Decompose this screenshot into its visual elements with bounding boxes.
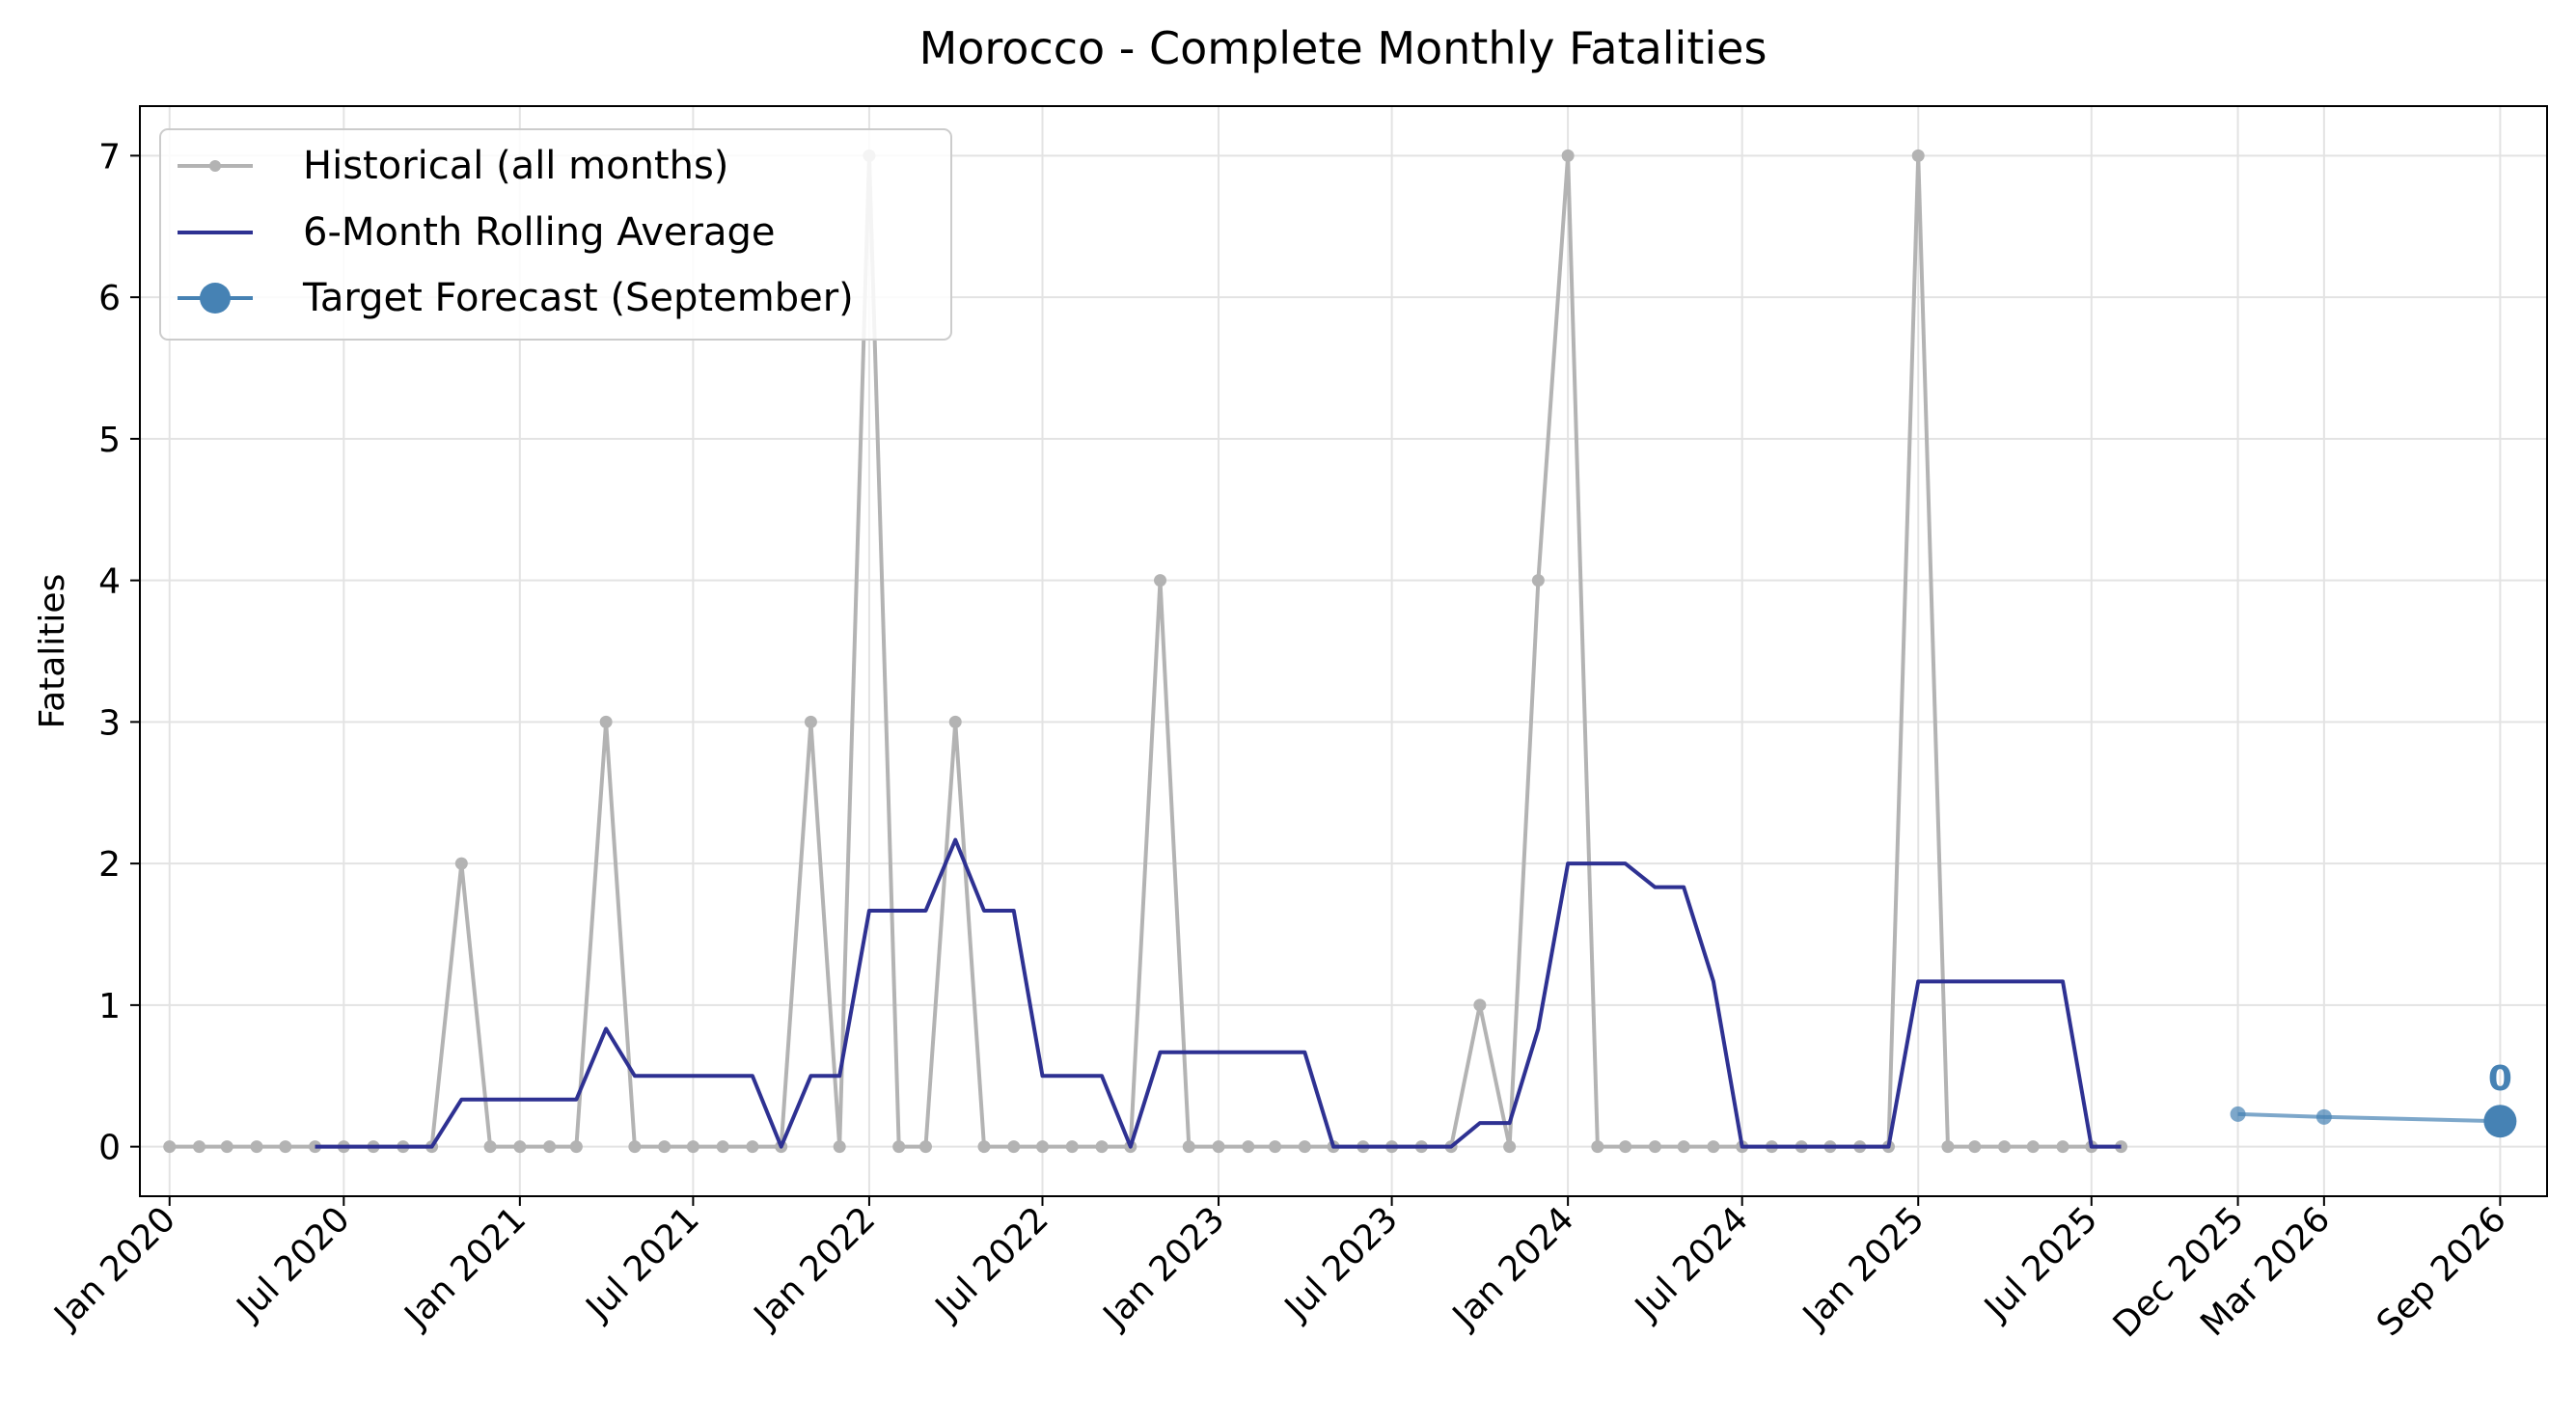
historical-point [454, 857, 468, 870]
historical-point [716, 1140, 729, 1154]
historical-point [569, 1140, 583, 1154]
historical-point [1095, 1140, 1109, 1154]
historical-point [220, 1140, 233, 1154]
y-tick-label: 3 [98, 703, 121, 743]
historical-point [1619, 1140, 1632, 1154]
y-tick-label: 5 [98, 421, 121, 460]
historical-point [1561, 149, 1575, 162]
historical-point [977, 1140, 991, 1154]
historical-point [1212, 1140, 1225, 1154]
y-tick-label: 2 [98, 845, 121, 885]
historical-point [628, 1140, 642, 1154]
historical-point [279, 1140, 292, 1154]
historical-point [1154, 574, 1167, 588]
y-tick-label: 0 [98, 1129, 121, 1168]
historical-point [804, 715, 817, 728]
historical-point [2056, 1140, 2069, 1154]
y-tick-label: 4 [98, 562, 121, 602]
legend-label-historical: Historical (all months) [303, 144, 728, 188]
historical-point [250, 1140, 263, 1154]
historical-point [833, 1140, 846, 1154]
historical-point [1007, 1140, 1021, 1154]
target-forecast-point [2483, 1105, 2517, 1138]
historical-point [686, 1140, 699, 1154]
historical-point [1591, 1140, 1604, 1154]
historical-point [948, 715, 962, 728]
historical-point [1911, 149, 1925, 162]
historical-point [918, 1140, 932, 1154]
historical-point [1531, 574, 1545, 588]
legend-item-historical: Historical (all months) [178, 144, 728, 188]
historical-point [1503, 1140, 1517, 1154]
legend: Historical (all months) 6-Month Rolling … [159, 128, 952, 341]
historical-point [1036, 1140, 1050, 1154]
historical-point [513, 1140, 527, 1154]
historical-point [1269, 1140, 1282, 1154]
y-axis-label: Fatalities [33, 574, 72, 729]
forecast-point [2316, 1108, 2332, 1125]
historical-point [543, 1140, 557, 1154]
historical-point [1065, 1140, 1079, 1154]
historical-point [1473, 998, 1487, 1012]
legend-label-forecast: Target Forecast (September) [302, 276, 854, 320]
legend-item-rolling-average: 6-Month Rolling Average [178, 210, 776, 255]
historical-point [1707, 1140, 1720, 1154]
legend-item-forecast: Target Forecast (September) [178, 276, 854, 320]
legend-label-rolling-average: 6-Month Rolling Average [303, 210, 776, 255]
legend-frame [159, 128, 952, 341]
historical-point [1968, 1140, 1982, 1154]
historical-point [193, 1140, 206, 1154]
historical-point [163, 1140, 177, 1154]
plot-area: 0 [163, 149, 2517, 1154]
historical-point [1677, 1140, 1690, 1154]
y-tick-label: 6 [98, 279, 121, 318]
historical-point [658, 1140, 671, 1154]
chart-title: Morocco - Complete Monthly Fatalities [919, 22, 1768, 74]
historical-point [1182, 1140, 1195, 1154]
rolling-average-line [315, 837, 2122, 1149]
historical-point [599, 715, 613, 728]
historical-point [483, 1140, 497, 1154]
historical-point [1242, 1140, 1255, 1154]
forecast-value-label: 0 [2488, 1059, 2512, 1099]
y-tick-label: 7 [98, 137, 121, 177]
historical-point [1648, 1140, 1661, 1154]
y-tick-label: 1 [98, 987, 121, 1026]
historical-point [1941, 1140, 1955, 1154]
historical-point [1998, 1140, 2012, 1154]
plot-frame [139, 105, 2548, 1197]
historical-point [2026, 1140, 2040, 1154]
historical-point [746, 1140, 759, 1154]
historical-point [892, 1140, 906, 1154]
historical-point [1298, 1140, 1311, 1154]
forecast-point [2230, 1106, 2246, 1122]
